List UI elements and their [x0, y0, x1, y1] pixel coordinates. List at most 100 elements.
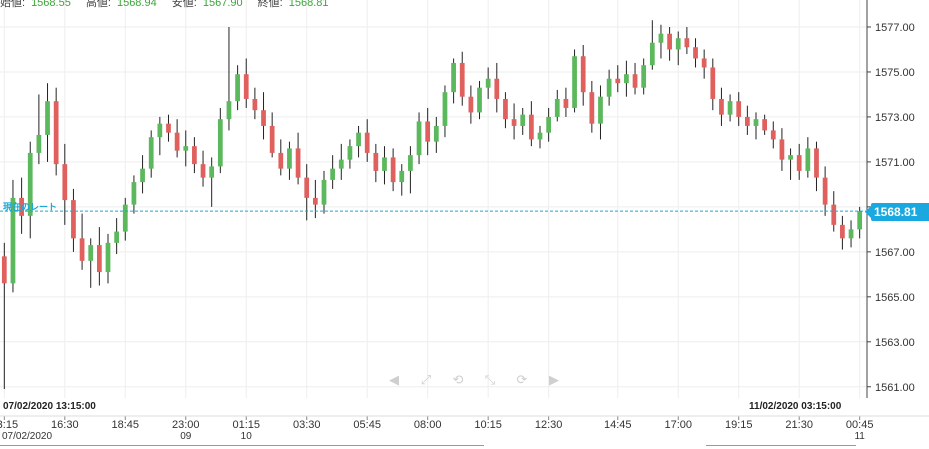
candle-body-up — [209, 166, 215, 178]
chart-grid — [0, 0, 867, 398]
price-tick-label: 1565.00 — [875, 292, 915, 304]
zoom-out-icon[interactable]: ⤡ — [484, 372, 496, 387]
time-tick-sublabel: 07/02/2020 — [2, 431, 52, 442]
candle — [563, 87, 569, 117]
candle — [649, 20, 655, 70]
candle-body-down — [632, 74, 638, 88]
candle — [408, 146, 413, 194]
candle-body-down — [840, 224, 845, 239]
candle — [494, 62, 500, 113]
candle — [675, 31, 681, 66]
candle — [572, 49, 577, 113]
candle-body-up — [157, 123, 163, 138]
candle — [632, 62, 638, 95]
candle — [848, 220, 854, 248]
candle-body-down — [295, 148, 301, 178]
candle — [304, 164, 310, 221]
ohlc-high: 高値: 1568.94 — [85, 0, 157, 9]
time-tick-label: 17:00 — [664, 419, 692, 431]
candle — [546, 107, 552, 142]
candle-body-up — [857, 211, 863, 230]
candle — [442, 85, 448, 138]
candle-body-down — [312, 197, 318, 205]
candle-body-up — [788, 155, 793, 160]
candle — [779, 128, 785, 171]
candle — [114, 218, 120, 255]
chart-navigation: ◀ ⤢ ⟲ ⤡ ⟳ ▶ — [384, 372, 564, 388]
time-tick-label: 05:45 — [353, 419, 381, 431]
candle-body-up — [27, 152, 33, 216]
range-start-label: 07/02/2020 13:15:00 — [3, 401, 96, 412]
candle — [19, 177, 24, 234]
candle-body-up — [658, 33, 664, 43]
candle — [762, 114, 768, 135]
candle-body-up — [45, 101, 50, 135]
zoom-fit-icon[interactable]: ⟳ — [516, 372, 528, 387]
candle — [88, 238, 94, 288]
price-tick-label: 1571.00 — [875, 157, 915, 169]
time-tick-label: 14:45 — [604, 419, 632, 431]
candle-body-up — [520, 114, 526, 126]
candle — [192, 137, 197, 174]
time-tick-label: 16:30 — [51, 419, 79, 431]
candle-body-down — [269, 125, 275, 153]
candle — [624, 60, 629, 97]
candle-body-down — [243, 74, 249, 99]
candle — [684, 26, 690, 54]
candle-body-down — [494, 78, 500, 99]
candle-body-down — [831, 204, 837, 225]
candle — [589, 80, 595, 133]
candle — [831, 191, 837, 232]
candle — [356, 125, 361, 158]
navigator-bar[interactable] — [0, 443, 929, 448]
ohlc-low: 安値: 1567.90 — [171, 0, 243, 9]
candle-body-down — [304, 177, 310, 198]
candle-body-down — [503, 98, 508, 120]
candle-body-down — [779, 139, 785, 160]
candle — [580, 44, 586, 106]
time-tick-sublabel: 10 — [241, 431, 253, 442]
candle-body-down — [736, 101, 742, 117]
zoom-reset-icon[interactable]: ⟲ — [452, 372, 464, 387]
candle-body-up — [416, 121, 422, 156]
candle-body-up — [537, 132, 543, 140]
candle — [373, 143, 379, 183]
candle — [269, 112, 275, 158]
scroll-left-icon[interactable]: ◀ — [389, 372, 399, 387]
candle-body-down — [822, 177, 828, 205]
candle-body-down — [770, 130, 776, 140]
price-tick-label: 1567.00 — [875, 247, 915, 259]
candle-body-up — [606, 78, 612, 97]
candle-body-up — [675, 38, 681, 50]
candle — [667, 26, 672, 61]
candle-body-up — [356, 132, 361, 147]
candle-body-up — [546, 116, 552, 133]
candle — [131, 175, 137, 214]
candle-body-up — [114, 231, 120, 243]
candle — [744, 105, 750, 135]
candle — [736, 92, 742, 126]
zoom-in-icon[interactable]: ⤢ — [420, 372, 432, 387]
candle-body-up — [122, 204, 128, 232]
range-end-label: 11/02/2020 03:15:00 — [749, 401, 842, 412]
navigator-range[interactable] — [0, 445, 484, 449]
candle-body-down — [744, 116, 750, 126]
candle — [79, 213, 85, 270]
candle-body-up — [347, 146, 353, 160]
candle — [148, 130, 154, 178]
candle-body-up — [183, 146, 189, 151]
candle-body-down — [459, 62, 465, 97]
navigator-range-right[interactable] — [706, 445, 856, 449]
candle-body-up — [477, 87, 482, 113]
candle-body-up — [649, 42, 655, 66]
candle — [788, 148, 793, 180]
candle-body-down — [166, 123, 171, 133]
candle-body-up — [226, 101, 232, 120]
candle — [390, 148, 396, 192]
candle-body-up — [105, 242, 111, 273]
candle — [166, 114, 171, 142]
candle — [287, 141, 292, 180]
scroll-right-icon[interactable]: ▶ — [549, 372, 559, 387]
